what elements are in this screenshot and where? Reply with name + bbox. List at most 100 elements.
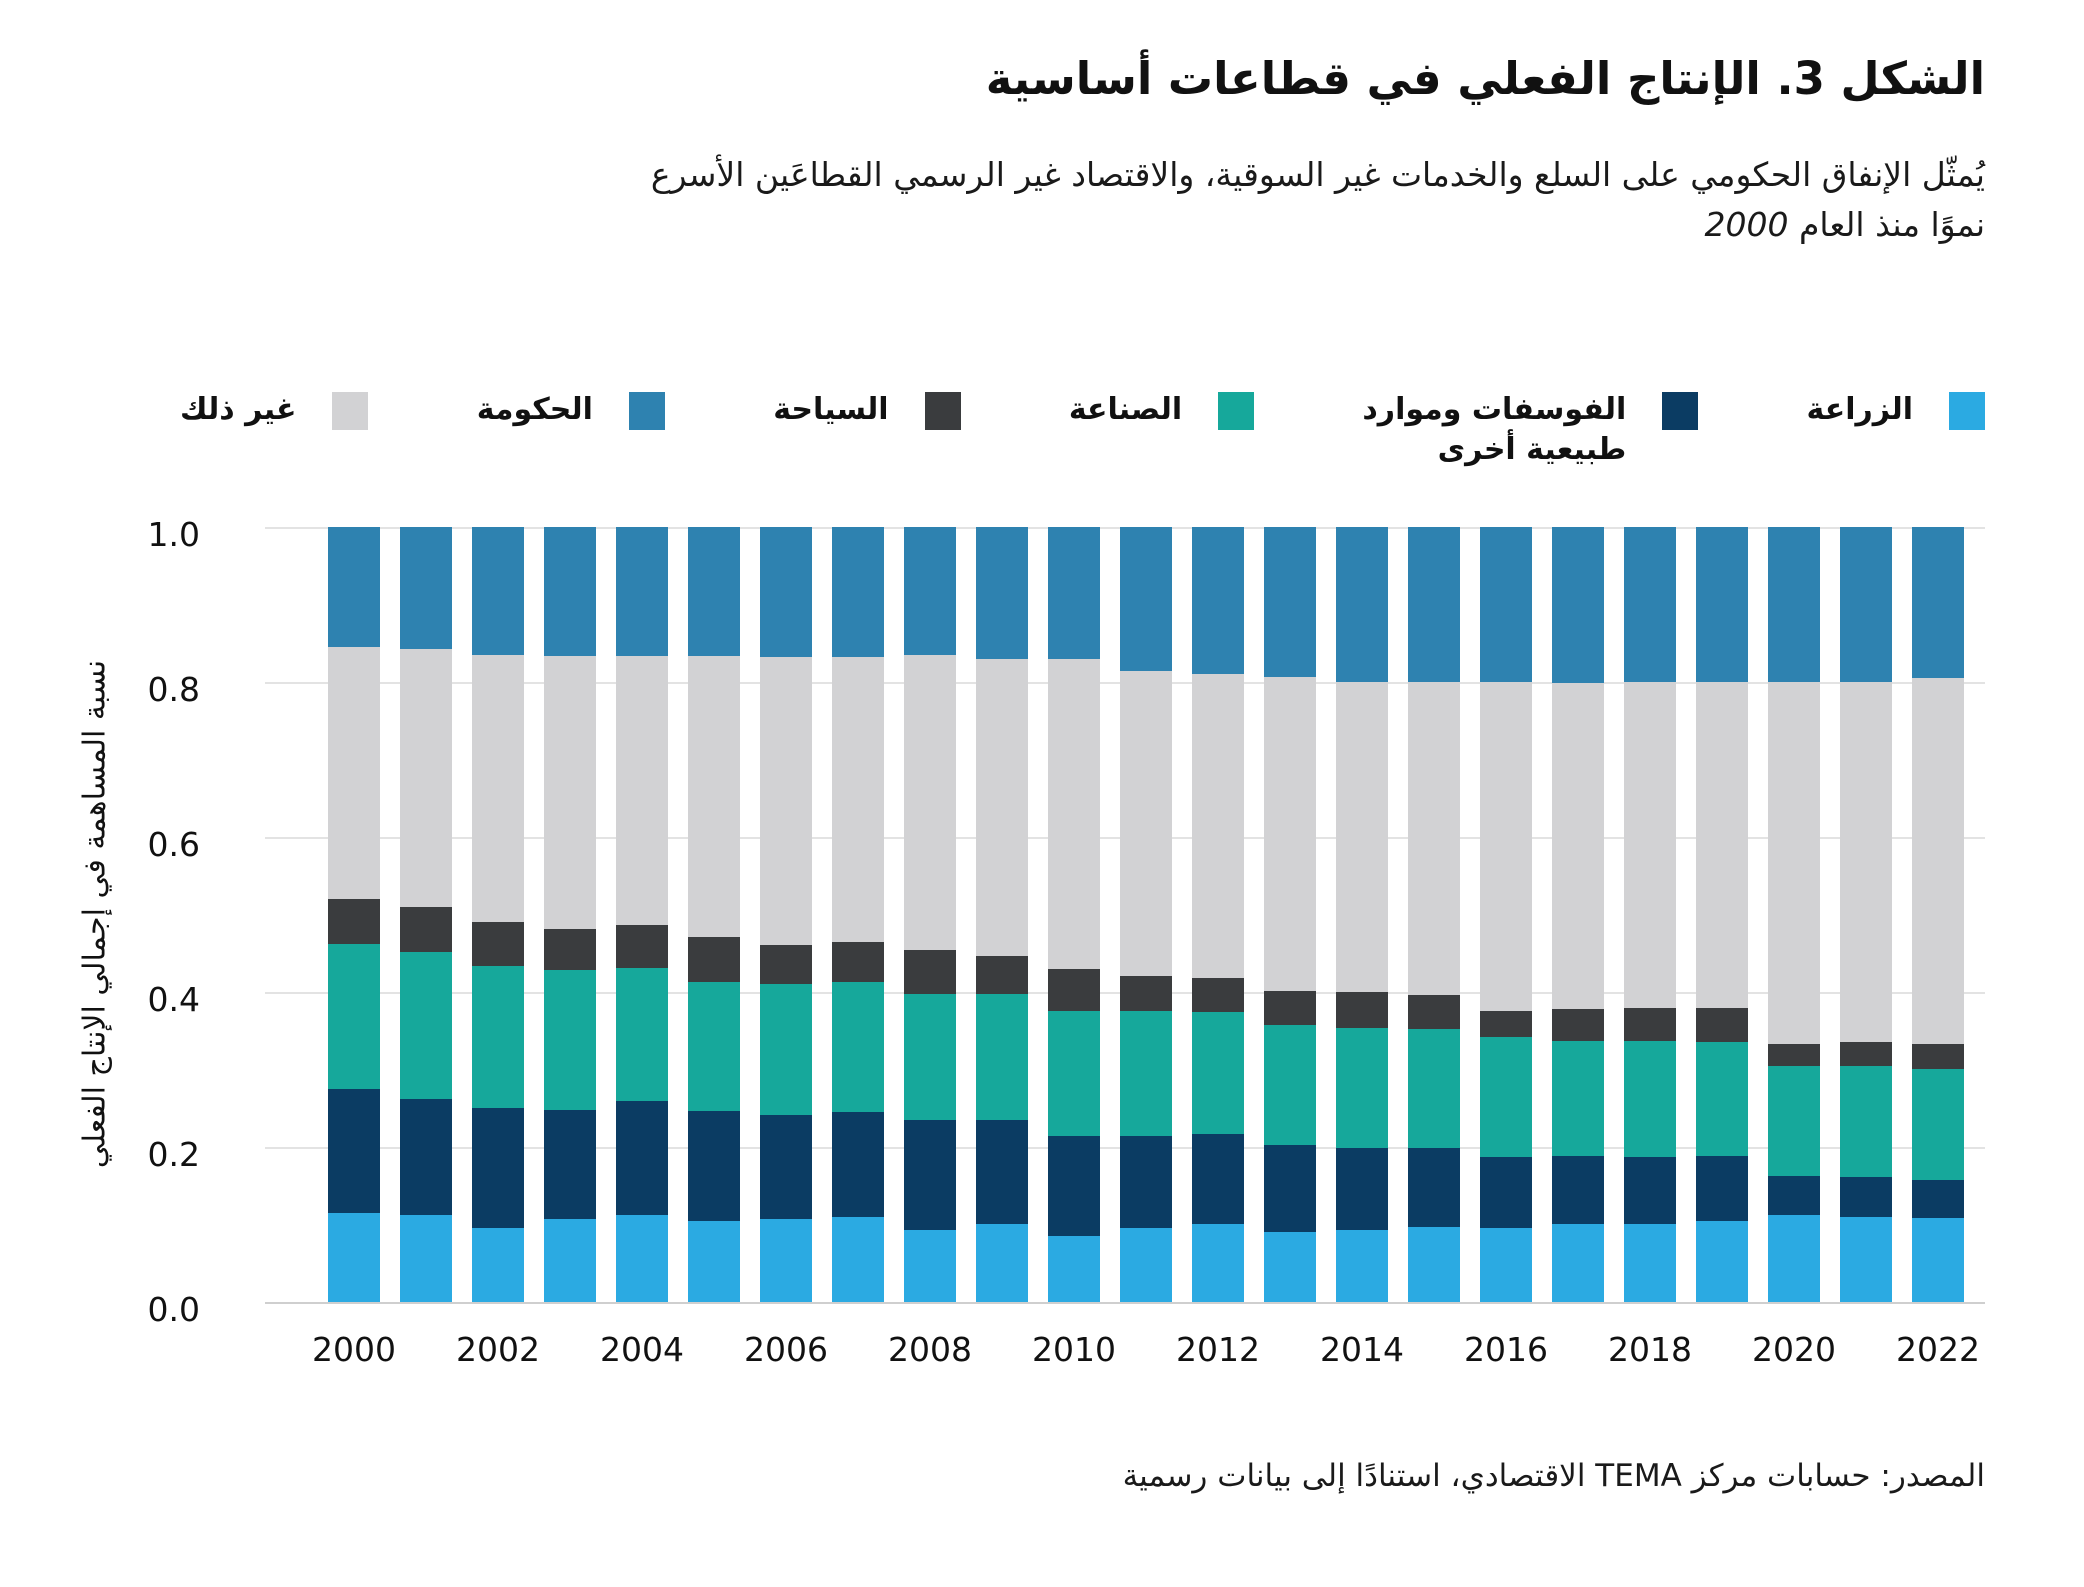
bar-segment-agriculture-2015 <box>1408 1227 1460 1302</box>
bar-segment-other-2002 <box>472 655 524 922</box>
bar-segment-agriculture-2017 <box>1552 1224 1604 1302</box>
bar-segment-phosphates-2022 <box>1912 1180 1964 1218</box>
bar-segment-government-2016 <box>1480 527 1532 682</box>
legend-item-phosphates: الفوسفات وموارد طبيعية أخرى <box>1362 390 1699 470</box>
bar-segment-tourism-2015 <box>1408 995 1460 1029</box>
bar-segment-phosphates-2007 <box>832 1112 884 1217</box>
bar-segment-tourism-2016 <box>1480 1011 1532 1037</box>
bar-segment-government-2012 <box>1192 527 1244 674</box>
x-tick-2008: 2008 <box>888 1330 972 1369</box>
bar-segment-industry-2001 <box>400 952 452 1099</box>
bar-segment-phosphates-2016 <box>1480 1157 1532 1228</box>
bar-segment-government-2009 <box>976 527 1028 659</box>
bar-2003 <box>544 527 596 1302</box>
bar-segment-agriculture-2006 <box>760 1219 812 1302</box>
bar-segment-other-2003 <box>544 656 596 929</box>
bar-segment-government-2015 <box>1408 527 1460 682</box>
x-tick-2002: 2002 <box>456 1330 540 1369</box>
subtitle-line2: نموًا منذ العام <box>1798 205 1985 244</box>
subtitle-year: 2000 <box>1704 205 1789 244</box>
bar-segment-agriculture-2010 <box>1048 1236 1100 1302</box>
bar-segment-government-2019 <box>1696 527 1748 682</box>
legend-swatch-government <box>628 392 665 430</box>
bar-2022 <box>1912 527 1964 1302</box>
legend-label-tourism: السياحة <box>773 392 889 427</box>
bar-segment-tourism-2009 <box>976 956 1028 994</box>
bar-segment-industry-2004 <box>616 968 668 1101</box>
bar-segment-agriculture-2003 <box>544 1219 596 1302</box>
bar-segment-industry-2019 <box>1696 1042 1748 1156</box>
bar-segment-government-2018 <box>1624 527 1676 682</box>
bar-segment-industry-2002 <box>472 966 524 1108</box>
bar-2018 <box>1624 527 1676 1302</box>
bar-segment-industry-2017 <box>1552 1041 1604 1156</box>
plot-area <box>265 527 1985 1304</box>
bar-2016 <box>1480 527 1532 1302</box>
bar-segment-phosphates-2005 <box>688 1111 740 1221</box>
bar-segment-other-2017 <box>1552 683 1604 1009</box>
bar-segment-agriculture-2001 <box>400 1215 452 1302</box>
bar-segment-agriculture-2021 <box>1840 1217 1892 1302</box>
y-tick-0.4: 0.4 <box>147 980 200 1019</box>
bar-segment-phosphates-2011 <box>1120 1136 1172 1228</box>
bar-segment-phosphates-2010 <box>1048 1136 1100 1236</box>
bar-segment-phosphates-2003 <box>544 1110 596 1219</box>
bar-segment-phosphates-2015 <box>1408 1148 1460 1227</box>
bar-segment-agriculture-2002 <box>472 1228 524 1302</box>
legend-item-other: غير ذلك <box>180 390 369 430</box>
legend-swatch-tourism <box>924 392 961 430</box>
x-tick-2000: 2000 <box>312 1330 396 1369</box>
bar-segment-tourism-2022 <box>1912 1044 1964 1069</box>
x-tick-2022: 2022 <box>1896 1330 1980 1369</box>
x-tick-2012: 2012 <box>1176 1330 1260 1369</box>
bar-segment-industry-2012 <box>1192 1012 1244 1134</box>
bar-segment-tourism-2000 <box>328 899 380 944</box>
bar-segment-government-2010 <box>1048 527 1100 659</box>
bar-segment-phosphates-2019 <box>1696 1156 1748 1221</box>
x-tick-2006: 2006 <box>744 1330 828 1369</box>
bar-segment-industry-2022 <box>1912 1069 1964 1180</box>
bar-segment-phosphates-2001 <box>400 1099 452 1215</box>
x-tick-2010: 2010 <box>1032 1330 1116 1369</box>
x-tick-2004: 2004 <box>600 1330 684 1369</box>
bar-segment-tourism-2010 <box>1048 969 1100 1011</box>
bar-segment-tourism-2007 <box>832 942 884 982</box>
bar-segment-other-2021 <box>1840 682 1892 1042</box>
bar-2011 <box>1120 527 1172 1302</box>
bar-segment-other-2016 <box>1480 682 1532 1011</box>
bar-segment-agriculture-2019 <box>1696 1221 1748 1302</box>
bar-segment-agriculture-2009 <box>976 1224 1028 1302</box>
bar-segment-tourism-2011 <box>1120 976 1172 1011</box>
legend-label-other: غير ذلك <box>180 392 297 427</box>
x-tick-2016: 2016 <box>1464 1330 1548 1369</box>
bar-segment-other-2014 <box>1336 682 1388 992</box>
bar-segment-government-2014 <box>1336 527 1388 682</box>
bar-segment-agriculture-2008 <box>904 1230 956 1302</box>
bar-segment-industry-2007 <box>832 982 884 1112</box>
bar-2020 <box>1768 527 1820 1302</box>
y-tick-1.0: 1.0 <box>147 515 200 554</box>
bar-segment-phosphates-2021 <box>1840 1177 1892 1217</box>
bar-segment-industry-2020 <box>1768 1066 1820 1176</box>
bar-segment-government-2006 <box>760 527 812 657</box>
bar-2000 <box>328 527 380 1302</box>
bar-segment-tourism-2017 <box>1552 1009 1604 1041</box>
bar-segment-tourism-2012 <box>1192 978 1244 1012</box>
bar-segment-tourism-2003 <box>544 929 596 970</box>
bar-segment-tourism-2018 <box>1624 1008 1676 1041</box>
bar-segment-government-2013 <box>1264 527 1316 677</box>
bar-segment-phosphates-2009 <box>976 1120 1028 1224</box>
bar-segment-tourism-2019 <box>1696 1008 1748 1042</box>
bar-2014 <box>1336 527 1388 1302</box>
bar-segment-government-2017 <box>1552 527 1604 683</box>
bar-2004 <box>616 527 668 1302</box>
chart-legend: الزراعة الفوسفات وموارد طبيعية أخرى الصناعة… <box>180 390 1985 470</box>
bar-segment-other-2006 <box>760 657 812 945</box>
bar-segment-government-2011 <box>1120 527 1172 671</box>
bar-segment-government-2000 <box>328 527 380 647</box>
bar-segment-other-2009 <box>976 659 1028 956</box>
bar-2001 <box>400 527 452 1302</box>
bar-segment-other-2022 <box>1912 678 1964 1044</box>
gridline-0.0 <box>265 1302 1985 1304</box>
bar-segment-industry-2010 <box>1048 1011 1100 1136</box>
